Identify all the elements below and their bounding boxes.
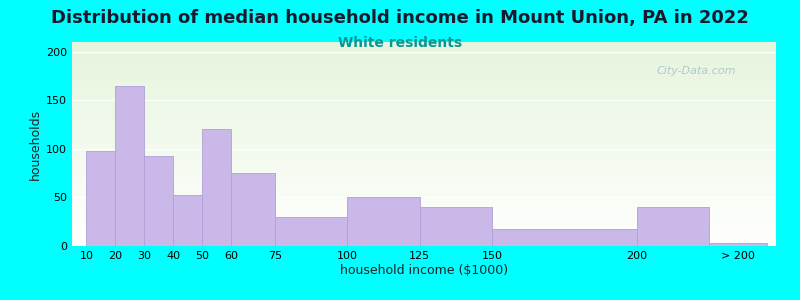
Text: Distribution of median household income in Mount Union, PA in 2022: Distribution of median household income … xyxy=(51,9,749,27)
Bar xyxy=(202,129,231,246)
Bar xyxy=(274,217,347,246)
Bar xyxy=(231,173,274,246)
Text: City-Data.com: City-Data.com xyxy=(656,67,736,76)
Bar xyxy=(420,207,492,246)
Text: White residents: White residents xyxy=(338,36,462,50)
Bar xyxy=(492,229,637,246)
Bar xyxy=(637,207,710,246)
Bar xyxy=(347,197,420,246)
Bar xyxy=(115,86,145,246)
Bar xyxy=(86,151,115,246)
Bar xyxy=(174,196,202,246)
Bar xyxy=(710,243,767,246)
X-axis label: household income ($1000): household income ($1000) xyxy=(340,264,508,277)
Bar xyxy=(145,156,174,246)
Y-axis label: households: households xyxy=(29,108,42,180)
